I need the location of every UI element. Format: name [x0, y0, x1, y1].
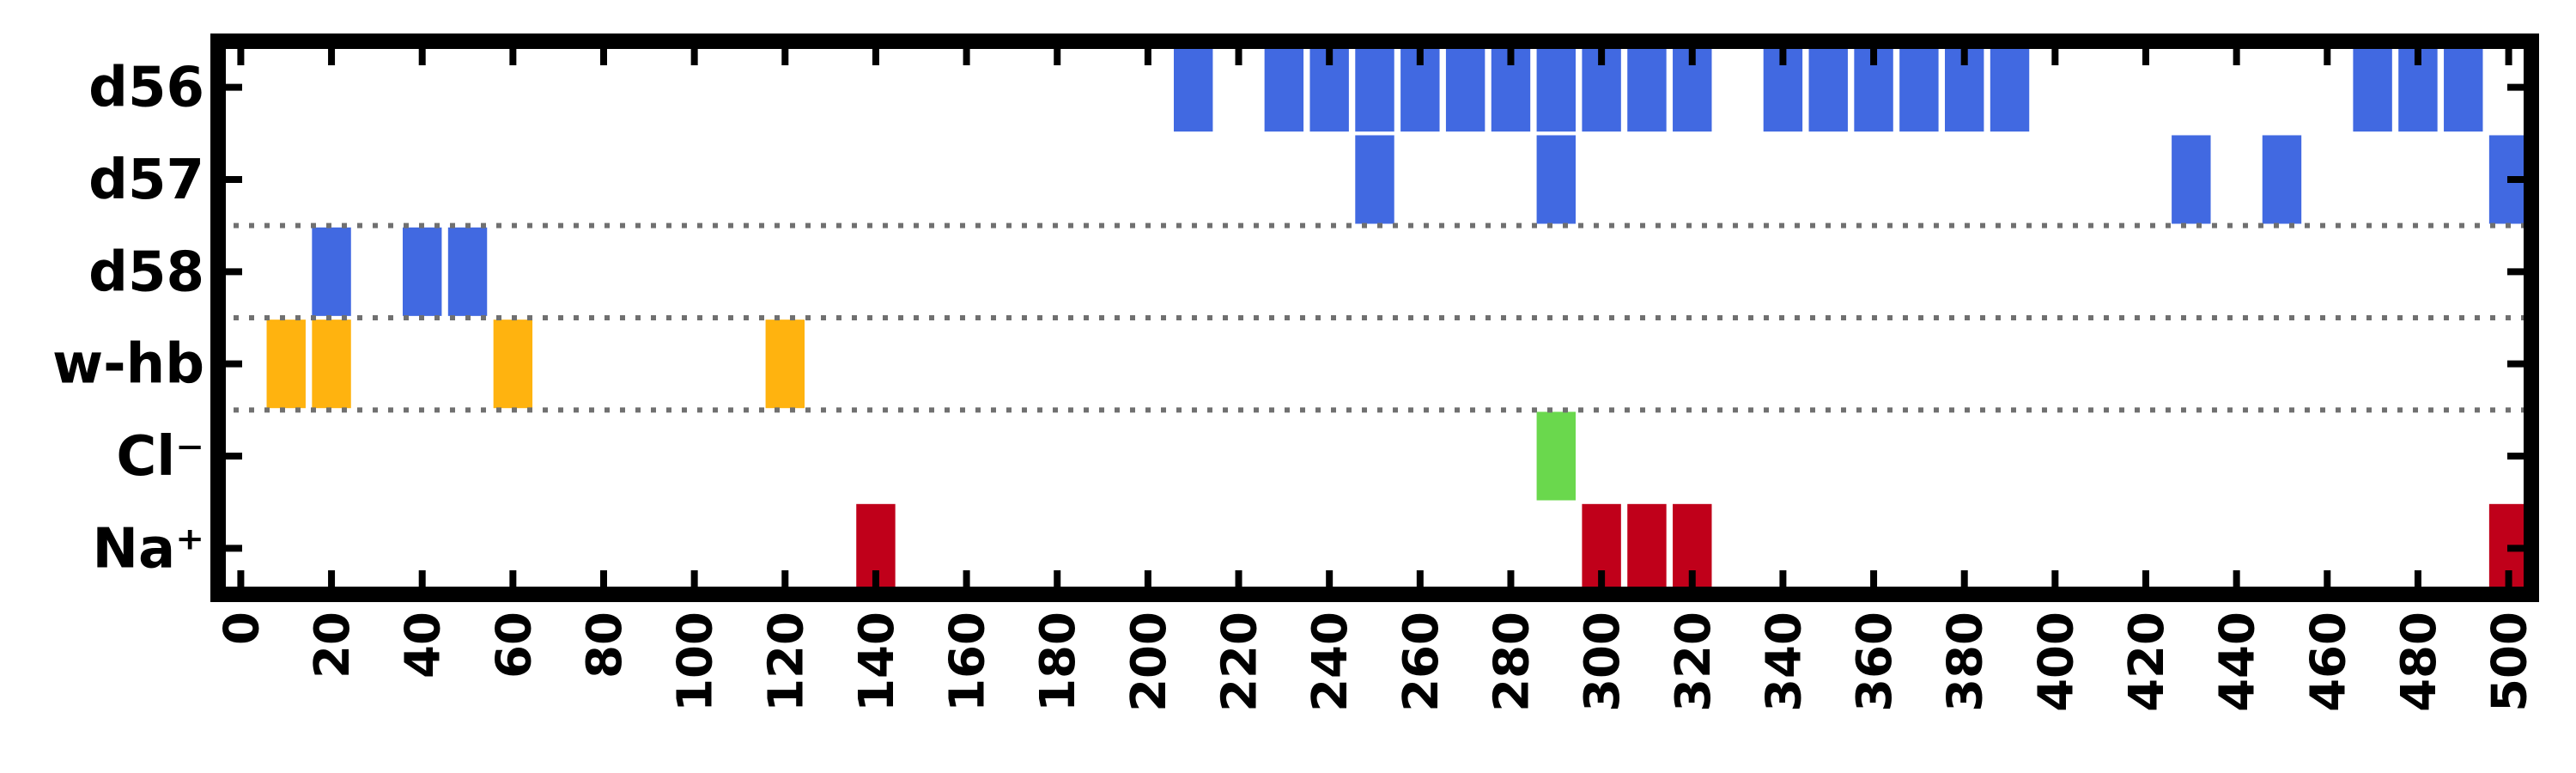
plot-frame: [210, 33, 2539, 602]
event-bar-d57-290: [1536, 135, 1577, 224]
x-tick-label: 20: [305, 612, 361, 679]
x-tick-label: 260: [1394, 612, 1449, 712]
x-tick-label: 0: [214, 612, 270, 645]
event-bar-d56-270: [1445, 43, 1485, 132]
y-tick-label: Na⁺: [92, 517, 204, 581]
event-bar-w-hb-10: [266, 320, 306, 409]
x-tick-label: 320: [1666, 612, 1722, 712]
event-bar-d56-350: [1808, 43, 1848, 132]
event-bar-d56-230: [1264, 43, 1304, 132]
event-bar-w-hb-60: [493, 320, 533, 409]
x-tick-label: 140: [849, 612, 905, 712]
event-bar-d56-370: [1899, 43, 1939, 132]
event-bar-d58-20: [312, 227, 351, 316]
event-bar-d56-250: [1355, 43, 1394, 132]
x-tick-label: 420: [2119, 612, 2175, 712]
x-tick-label: 480: [2391, 612, 2447, 712]
x-tick-label: 60: [486, 612, 542, 679]
event-bar-w-hb-20: [312, 320, 351, 409]
event-bar-d56-490: [2444, 43, 2483, 132]
x-tick-label: 400: [2028, 612, 2084, 712]
x-tick-label: 80: [577, 612, 633, 679]
x-tick-label: 180: [1030, 612, 1086, 712]
event-bars: [266, 43, 2529, 593]
x-tick-label: 240: [1303, 612, 1358, 712]
event-bar-w-hb-120: [765, 320, 805, 409]
x-tick-labels: 0 20 40 60 80 100 120 140 160 180 200 220 240 260 280 3…: [214, 612, 2537, 712]
x-tick-label: 440: [2210, 612, 2266, 712]
x-tick-label: 460: [2300, 612, 2356, 712]
x-tick-label: 340: [1756, 612, 1812, 712]
x-tick-label: 300: [1575, 612, 1631, 712]
x-tick-label: 120: [758, 612, 814, 712]
event-bar-d56-310: [1627, 43, 1667, 132]
x-tick-label: 380: [1938, 612, 1994, 712]
event-bar-d56-390: [1990, 43, 2030, 132]
event-bar-d56-210: [1173, 43, 1213, 132]
x-tick-label: 40: [396, 612, 452, 679]
y-tick-label: d58: [88, 240, 204, 304]
event-bar-d58-40: [402, 227, 442, 316]
event-bar-d56-470: [2353, 43, 2392, 132]
x-tick-label: 100: [668, 612, 724, 712]
event-bar-d58-50: [447, 227, 488, 316]
x-tick-label: 160: [940, 612, 996, 712]
event-bar-d57-450: [2262, 135, 2302, 224]
x-tick-label: 500: [2482, 612, 2538, 712]
x-tick-label: 220: [1212, 612, 1268, 712]
event-bar-d57-430: [2172, 135, 2211, 224]
event-bar-Na⁺-310: [1627, 503, 1667, 593]
x-tick-label: 360: [1847, 612, 1903, 712]
x-tick-label: 200: [1121, 612, 1177, 712]
event-bar-d57-250: [1355, 135, 1394, 224]
x-tick-label: 280: [1484, 612, 1540, 712]
y-tick-label: w-hb: [52, 333, 204, 397]
y-tick-label: d57: [88, 149, 204, 212]
event-bar-Cl⁻-290: [1536, 411, 1577, 501]
y-tick-label: d56: [88, 57, 204, 120]
event-bar-d56-290: [1536, 43, 1577, 132]
y-tick-labels: d56 d57 d58 w-hb Cl⁻ Na⁺: [52, 57, 204, 581]
y-tick-label: Cl⁻: [116, 425, 204, 489]
